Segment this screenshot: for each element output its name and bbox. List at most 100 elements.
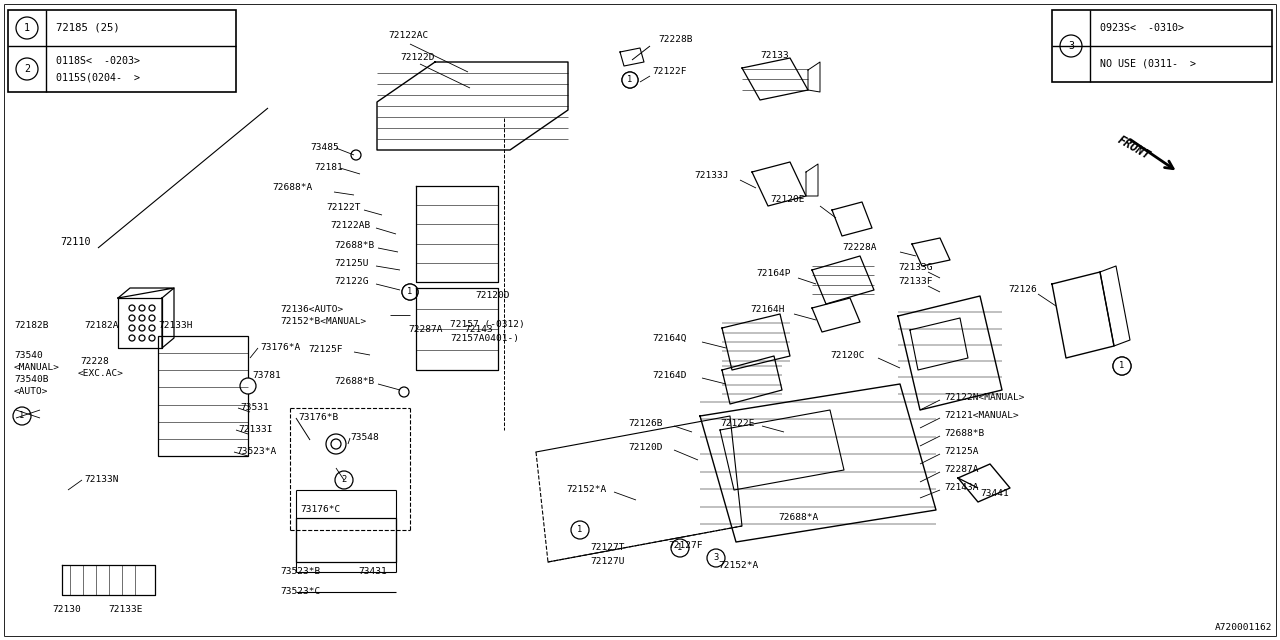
Text: 1: 1 xyxy=(407,287,412,296)
Text: 72125U: 72125U xyxy=(334,259,369,269)
Text: 73540B: 73540B xyxy=(14,376,49,385)
Text: 3: 3 xyxy=(1068,41,1074,51)
Text: 73431: 73431 xyxy=(358,568,387,577)
Text: 1: 1 xyxy=(24,23,29,33)
Text: 73176*C: 73176*C xyxy=(300,506,340,515)
Text: 73523*B: 73523*B xyxy=(280,568,320,577)
Text: FRONT: FRONT xyxy=(1115,134,1152,163)
Text: 73441: 73441 xyxy=(980,490,1009,499)
Circle shape xyxy=(671,539,689,557)
Circle shape xyxy=(351,150,361,160)
Circle shape xyxy=(1114,357,1132,375)
Text: 72136<AUTO>: 72136<AUTO> xyxy=(280,305,343,314)
Circle shape xyxy=(326,434,346,454)
Text: 72228B: 72228B xyxy=(658,35,692,45)
Text: 1: 1 xyxy=(627,76,632,84)
Text: 72122AC: 72122AC xyxy=(388,31,429,40)
Text: 72152*A: 72152*A xyxy=(718,561,758,570)
Text: 73781: 73781 xyxy=(252,371,280,381)
Text: 72133E: 72133E xyxy=(108,605,142,614)
Text: 72125A: 72125A xyxy=(945,447,978,456)
Text: 72133F: 72133F xyxy=(899,278,933,287)
Text: A720001162: A720001162 xyxy=(1215,623,1272,632)
Circle shape xyxy=(241,378,256,394)
Bar xyxy=(157,336,248,456)
Text: 3: 3 xyxy=(713,554,718,563)
Circle shape xyxy=(15,58,38,80)
Text: 72228A: 72228A xyxy=(842,243,877,253)
Text: 73176*B: 73176*B xyxy=(298,413,338,422)
Text: 72120C: 72120C xyxy=(829,351,864,360)
Text: 72152*B<MANUAL>: 72152*B<MANUAL> xyxy=(280,317,366,326)
Text: 72228: 72228 xyxy=(79,358,109,367)
Text: 72133: 72133 xyxy=(760,51,788,61)
Text: 72133I: 72133I xyxy=(238,426,273,435)
Text: 72122D: 72122D xyxy=(399,54,434,63)
Text: 72688*A: 72688*A xyxy=(273,184,312,193)
Text: 72157A0401-): 72157A0401-) xyxy=(451,333,518,342)
Text: 72143: 72143 xyxy=(465,326,493,335)
Text: 72120D: 72120D xyxy=(475,291,509,301)
Text: 72182A: 72182A xyxy=(84,321,119,330)
Text: 72121<MANUAL>: 72121<MANUAL> xyxy=(945,412,1019,420)
Circle shape xyxy=(402,284,419,300)
Text: 72182B: 72182B xyxy=(14,321,49,330)
Text: 72127U: 72127U xyxy=(590,557,625,566)
Text: 72181: 72181 xyxy=(314,163,343,173)
Text: 72143A: 72143A xyxy=(945,483,978,493)
Text: 72110: 72110 xyxy=(60,237,91,247)
Text: 0118S<  -0203>: 0118S< -0203> xyxy=(56,56,140,66)
Text: 72133J: 72133J xyxy=(694,172,728,180)
Text: 0923S<  -0310>: 0923S< -0310> xyxy=(1100,23,1184,33)
Text: 72122F: 72122F xyxy=(652,67,686,77)
Bar xyxy=(296,518,396,562)
Text: <EXC.AC>: <EXC.AC> xyxy=(78,369,124,378)
Text: 72688*B: 72688*B xyxy=(334,378,374,387)
Text: 72122T: 72122T xyxy=(326,204,361,212)
Text: 72133H: 72133H xyxy=(157,321,192,330)
Circle shape xyxy=(399,387,410,397)
Circle shape xyxy=(622,72,637,88)
Text: 2: 2 xyxy=(342,476,347,484)
Text: 1: 1 xyxy=(19,412,24,420)
Text: 72688*A: 72688*A xyxy=(778,513,818,522)
Text: 72127T: 72127T xyxy=(590,543,625,552)
Bar xyxy=(8,10,236,92)
Text: 72125F: 72125F xyxy=(308,346,343,355)
Text: 72164D: 72164D xyxy=(652,371,686,381)
Text: 72133G: 72133G xyxy=(899,264,933,273)
Text: 72120D: 72120D xyxy=(628,444,663,452)
Text: 72164Q: 72164Q xyxy=(652,333,686,342)
Text: 72688*B: 72688*B xyxy=(334,241,374,250)
Text: 72130: 72130 xyxy=(52,605,81,614)
Text: 73523*A: 73523*A xyxy=(236,447,276,456)
Text: 73485: 73485 xyxy=(310,143,339,152)
Text: 72126B: 72126B xyxy=(628,419,663,429)
Text: NO USE (0311-  >: NO USE (0311- > xyxy=(1100,59,1196,69)
Text: 72120E: 72120E xyxy=(771,195,805,205)
Circle shape xyxy=(15,17,38,39)
Text: 2: 2 xyxy=(24,64,29,74)
Text: 72185 (25): 72185 (25) xyxy=(56,23,120,33)
Bar xyxy=(1052,10,1272,82)
Circle shape xyxy=(402,284,419,300)
Text: 0115S(0204-  >: 0115S(0204- > xyxy=(56,72,140,82)
Text: 72122G: 72122G xyxy=(334,278,369,287)
Circle shape xyxy=(571,521,589,539)
Text: 72164P: 72164P xyxy=(756,269,791,278)
Text: 73548: 73548 xyxy=(349,433,379,442)
Text: 73523*C: 73523*C xyxy=(280,588,320,596)
Text: 72127F: 72127F xyxy=(668,541,703,550)
Circle shape xyxy=(622,72,637,88)
Text: 72152*A: 72152*A xyxy=(566,486,607,495)
Text: <AUTO>: <AUTO> xyxy=(14,387,49,397)
Circle shape xyxy=(1114,357,1132,375)
Text: 72122E: 72122E xyxy=(719,419,754,429)
Text: 72287A: 72287A xyxy=(945,465,978,474)
Text: 72688*B: 72688*B xyxy=(945,429,984,438)
Text: 72164H: 72164H xyxy=(750,305,785,314)
Text: 72122N<MANUAL>: 72122N<MANUAL> xyxy=(945,394,1024,403)
Circle shape xyxy=(707,549,724,567)
Text: 1: 1 xyxy=(677,543,682,552)
Text: 73531: 73531 xyxy=(241,403,269,413)
